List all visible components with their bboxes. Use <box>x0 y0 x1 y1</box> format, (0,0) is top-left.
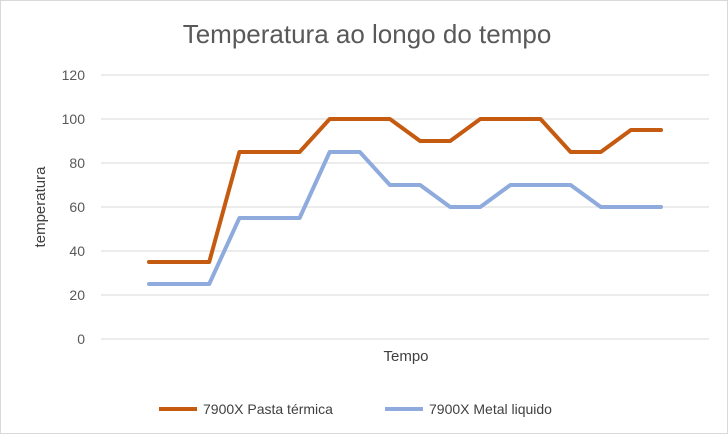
x-axis-label: Tempo <box>383 348 428 365</box>
series-line-1 <box>147 117 663 264</box>
legend-item-1: 7900X Pasta térmica <box>159 401 333 417</box>
series-lines <box>147 117 663 286</box>
legend: 7900X Pasta térmica 7900X Metal liquido <box>159 401 552 417</box>
y-tick-label-80: 80 <box>69 155 85 171</box>
legend-label-2: 7900X Metal liquido <box>429 401 552 417</box>
y-axis-label: temperatura <box>32 166 49 248</box>
y-tick-label-120: 120 <box>62 67 86 83</box>
y-tick-label-0: 0 <box>77 331 85 347</box>
chart-title: Temperatura ao longo do tempo <box>183 19 552 49</box>
gridlines <box>101 74 709 340</box>
y-tick-label-20: 20 <box>69 287 85 303</box>
y-tick-label-60: 60 <box>69 199 85 215</box>
legend-item-2: 7900X Metal liquido <box>385 401 552 417</box>
y-tick-label-100: 100 <box>62 111 86 127</box>
legend-label-1: 7900X Pasta térmica <box>203 401 333 417</box>
series-line-2 <box>147 150 663 286</box>
y-tick-label-40: 40 <box>69 243 85 259</box>
y-axis-ticks: 0 20 40 60 80 100 120 <box>62 67 86 347</box>
